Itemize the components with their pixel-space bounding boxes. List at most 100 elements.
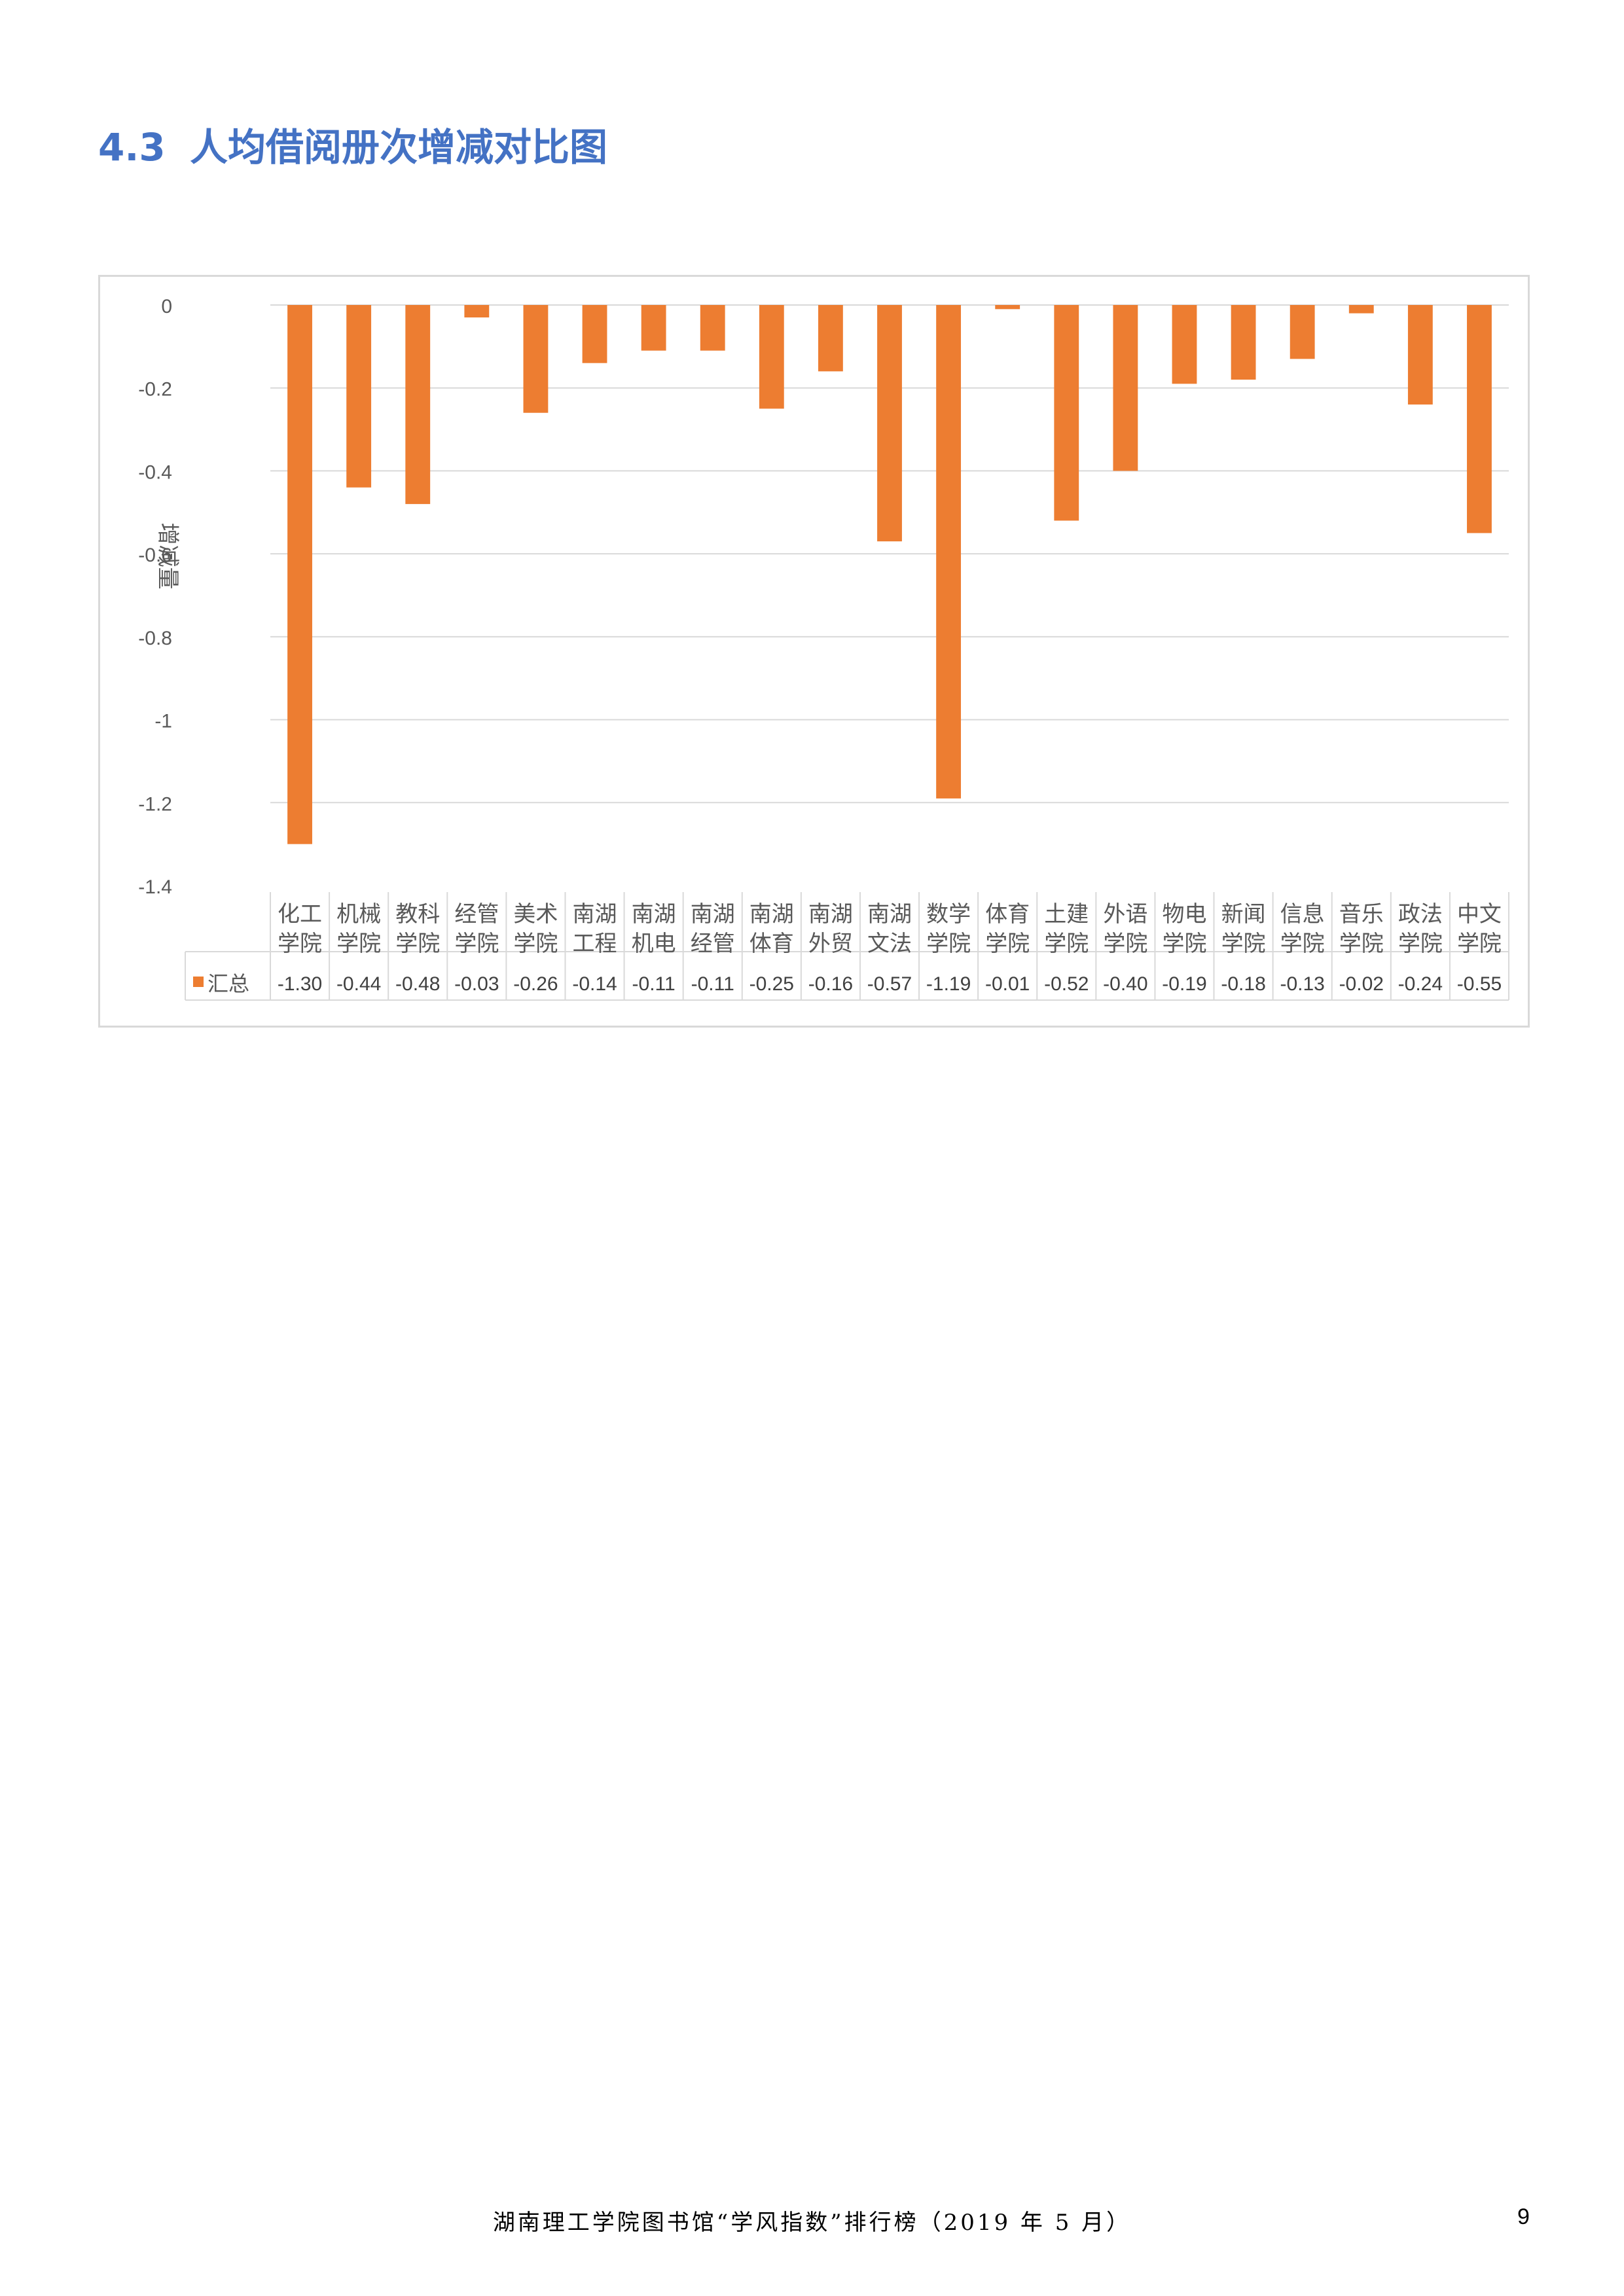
data-label: -1.19 — [926, 973, 971, 995]
x-tick-label: 学院 — [513, 931, 558, 957]
bar — [936, 305, 962, 798]
x-tick-label: 政法 — [1398, 901, 1443, 927]
bar — [523, 305, 549, 413]
x-tick-label: 土建 — [1044, 901, 1089, 927]
bar — [995, 305, 1020, 310]
x-tick-label: 南湖 — [691, 901, 735, 927]
x-tick-label: 学院 — [1221, 931, 1266, 957]
x-tick-label: 学院 — [1044, 931, 1089, 957]
data-label: -0.25 — [749, 973, 794, 995]
bar — [287, 305, 312, 844]
page-footer: 湖南理工学院图书馆“学风指数”排行榜（2019 年 5 月） — [492, 2210, 1132, 2236]
x-tick-label: 南湖 — [808, 901, 853, 927]
x-tick-label: 信息 — [1280, 901, 1325, 927]
data-label: -0.11 — [691, 973, 734, 995]
x-tick-label: 音乐 — [1339, 901, 1384, 927]
data-label: -0.14 — [572, 973, 617, 995]
x-tick-label: 物电 — [1162, 901, 1206, 927]
data-label: -0.01 — [985, 973, 1030, 995]
bar — [582, 305, 607, 363]
y-tick-label: 0 — [161, 296, 172, 317]
data-label: -0.19 — [1162, 973, 1206, 995]
x-tick-label: 学院 — [1457, 931, 1502, 957]
chart-frame: 0 -0.2 -0.4 -0.6 -0.8 -1 -1.2 -1.4 增减量 化工 学院 -1.30 机… — [98, 275, 1530, 1028]
x-tick-label: 经管 — [691, 931, 735, 957]
y-tick-label: -1 — [154, 711, 172, 732]
data-label: -0.40 — [1103, 973, 1147, 995]
x-tick-label: 数学 — [926, 901, 971, 927]
x-tick-label: 体育 — [749, 931, 794, 957]
legend-label: 汇总 — [208, 971, 249, 996]
bar — [405, 305, 431, 505]
legend-swatch — [193, 977, 204, 987]
x-tick-label: 机电 — [632, 931, 676, 957]
data-label: -0.55 — [1457, 973, 1502, 995]
x-tick-label: 学院 — [926, 931, 971, 957]
bar — [1172, 305, 1197, 384]
bar — [877, 305, 902, 542]
data-label: -0.18 — [1221, 973, 1265, 995]
data-label: -0.02 — [1339, 973, 1384, 995]
x-tick-label: 经管 — [454, 901, 499, 927]
section-heading: 4.3 人均借阅册次增减对比图 — [98, 117, 607, 171]
bar — [1054, 305, 1079, 521]
data-label: -0.16 — [808, 973, 853, 995]
x-tick-label: 外贸 — [808, 931, 853, 957]
x-tick-label: 南湖 — [573, 901, 617, 927]
x-tick-label: 南湖 — [867, 901, 912, 927]
x-tick-label: 学院 — [395, 931, 440, 957]
bar — [641, 305, 666, 351]
x-tick-label: 工程 — [573, 931, 617, 957]
y-tick-label: -0.8 — [138, 628, 172, 649]
x-tick-label: 体育 — [985, 901, 1030, 927]
page-number: 9 — [1517, 2204, 1530, 2229]
x-tick-label: 学院 — [454, 931, 499, 957]
data-label: -1.30 — [278, 973, 322, 995]
x-tick-label: 化工 — [278, 901, 322, 927]
bar — [818, 305, 843, 372]
data-label: -0.13 — [1280, 973, 1324, 995]
x-tick-label: 学院 — [1162, 931, 1206, 957]
data-label: -0.24 — [1398, 973, 1443, 995]
bar — [759, 305, 784, 409]
x-tick-label: 南湖 — [632, 901, 676, 927]
y-tick-label: -0.4 — [138, 461, 172, 483]
x-tick-label: 教科 — [395, 901, 440, 927]
section-number: 4.3 — [98, 125, 166, 170]
bar — [1290, 305, 1315, 359]
bar — [1467, 305, 1492, 533]
y-tick-label: -0.2 — [138, 379, 172, 401]
section-title: 人均借阅册次增减对比图 — [190, 125, 608, 170]
x-tick-label: 中文 — [1457, 901, 1502, 927]
x-tick-label: 机械 — [336, 901, 381, 927]
data-label: -0.44 — [336, 973, 381, 995]
y-tick-label: -0.6 — [138, 545, 172, 566]
x-tick-label: 美术 — [513, 901, 558, 927]
bar — [700, 305, 725, 351]
bar — [1348, 305, 1374, 314]
x-tick-label: 学院 — [985, 931, 1030, 957]
bar — [1113, 305, 1138, 471]
x-tick-label: 学院 — [278, 931, 322, 957]
bar — [1231, 305, 1256, 380]
x-tick-label: 学院 — [1103, 931, 1147, 957]
data-label: -0.57 — [867, 973, 912, 995]
x-tick-label: 学院 — [1280, 931, 1325, 957]
data-label: -0.26 — [513, 973, 558, 995]
bar — [346, 305, 372, 488]
x-tick-label: 学院 — [1398, 931, 1443, 957]
x-tick-label: 新闻 — [1221, 901, 1266, 927]
bar — [1407, 305, 1433, 405]
x-tick-label: 学院 — [336, 931, 381, 957]
x-tick-label: 南湖 — [749, 901, 794, 927]
y-tick-label: -1.2 — [138, 793, 172, 815]
x-tick-label: 外语 — [1103, 901, 1147, 927]
y-axis-title: 增减量 — [154, 523, 181, 590]
y-tick-label: -1.4 — [138, 876, 172, 898]
data-label: -0.52 — [1044, 973, 1089, 995]
x-tick-label: 文法 — [867, 931, 912, 957]
data-label: -0.48 — [395, 973, 440, 995]
data-label: -0.03 — [454, 973, 499, 995]
x-tick-label: 学院 — [1339, 931, 1384, 957]
